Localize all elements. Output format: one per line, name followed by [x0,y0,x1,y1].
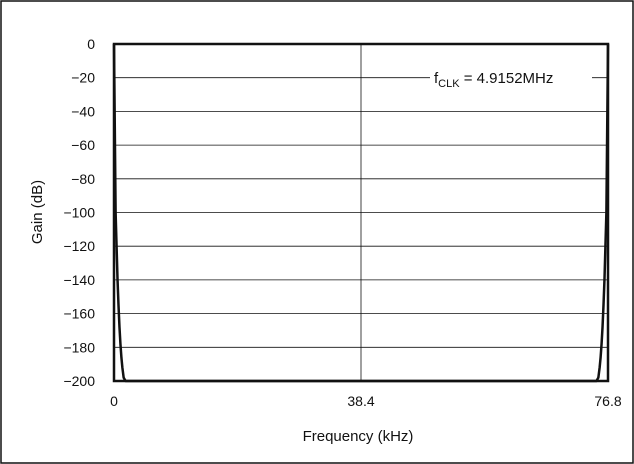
y-tick-label: −180 [63,339,95,355]
annotation-prefix: f [434,70,439,87]
y-axis-label: Gain (dB) [29,180,46,244]
y-axis-tick-labels: 0 −20 −40 −60 −80 −100 −120 −140 −160 −180 −200 [63,36,95,389]
x-tick-label: 38.4 [347,393,374,409]
y-tick-label: −60 [71,137,95,153]
y-tick-label: −160 [63,306,95,322]
annotation-background [430,64,592,90]
y-tick-label: 0 [87,36,95,52]
y-tick-label: −120 [63,238,95,254]
y-tick-label: −20 [71,70,95,86]
x-tick-label: 76.8 [594,393,621,409]
y-tick-label: −40 [71,103,95,119]
annotation-value: = 4.9152MHz [460,70,554,87]
y-tick-label: −140 [63,272,95,288]
x-axis-label: Frequency (kHz) [303,428,414,445]
y-tick-label: −100 [63,205,95,221]
y-tick-label: −200 [63,373,95,389]
annotation-subscript: CLK [438,78,460,90]
x-tick-label: 0 [110,393,118,409]
x-axis-tick-labels: 0 38.4 76.8 [110,393,622,409]
clock-annotation: fCLK = 4.9152MHz [434,70,553,90]
plot-area-border [112,42,610,383]
y-tick-label: −80 [71,171,95,187]
